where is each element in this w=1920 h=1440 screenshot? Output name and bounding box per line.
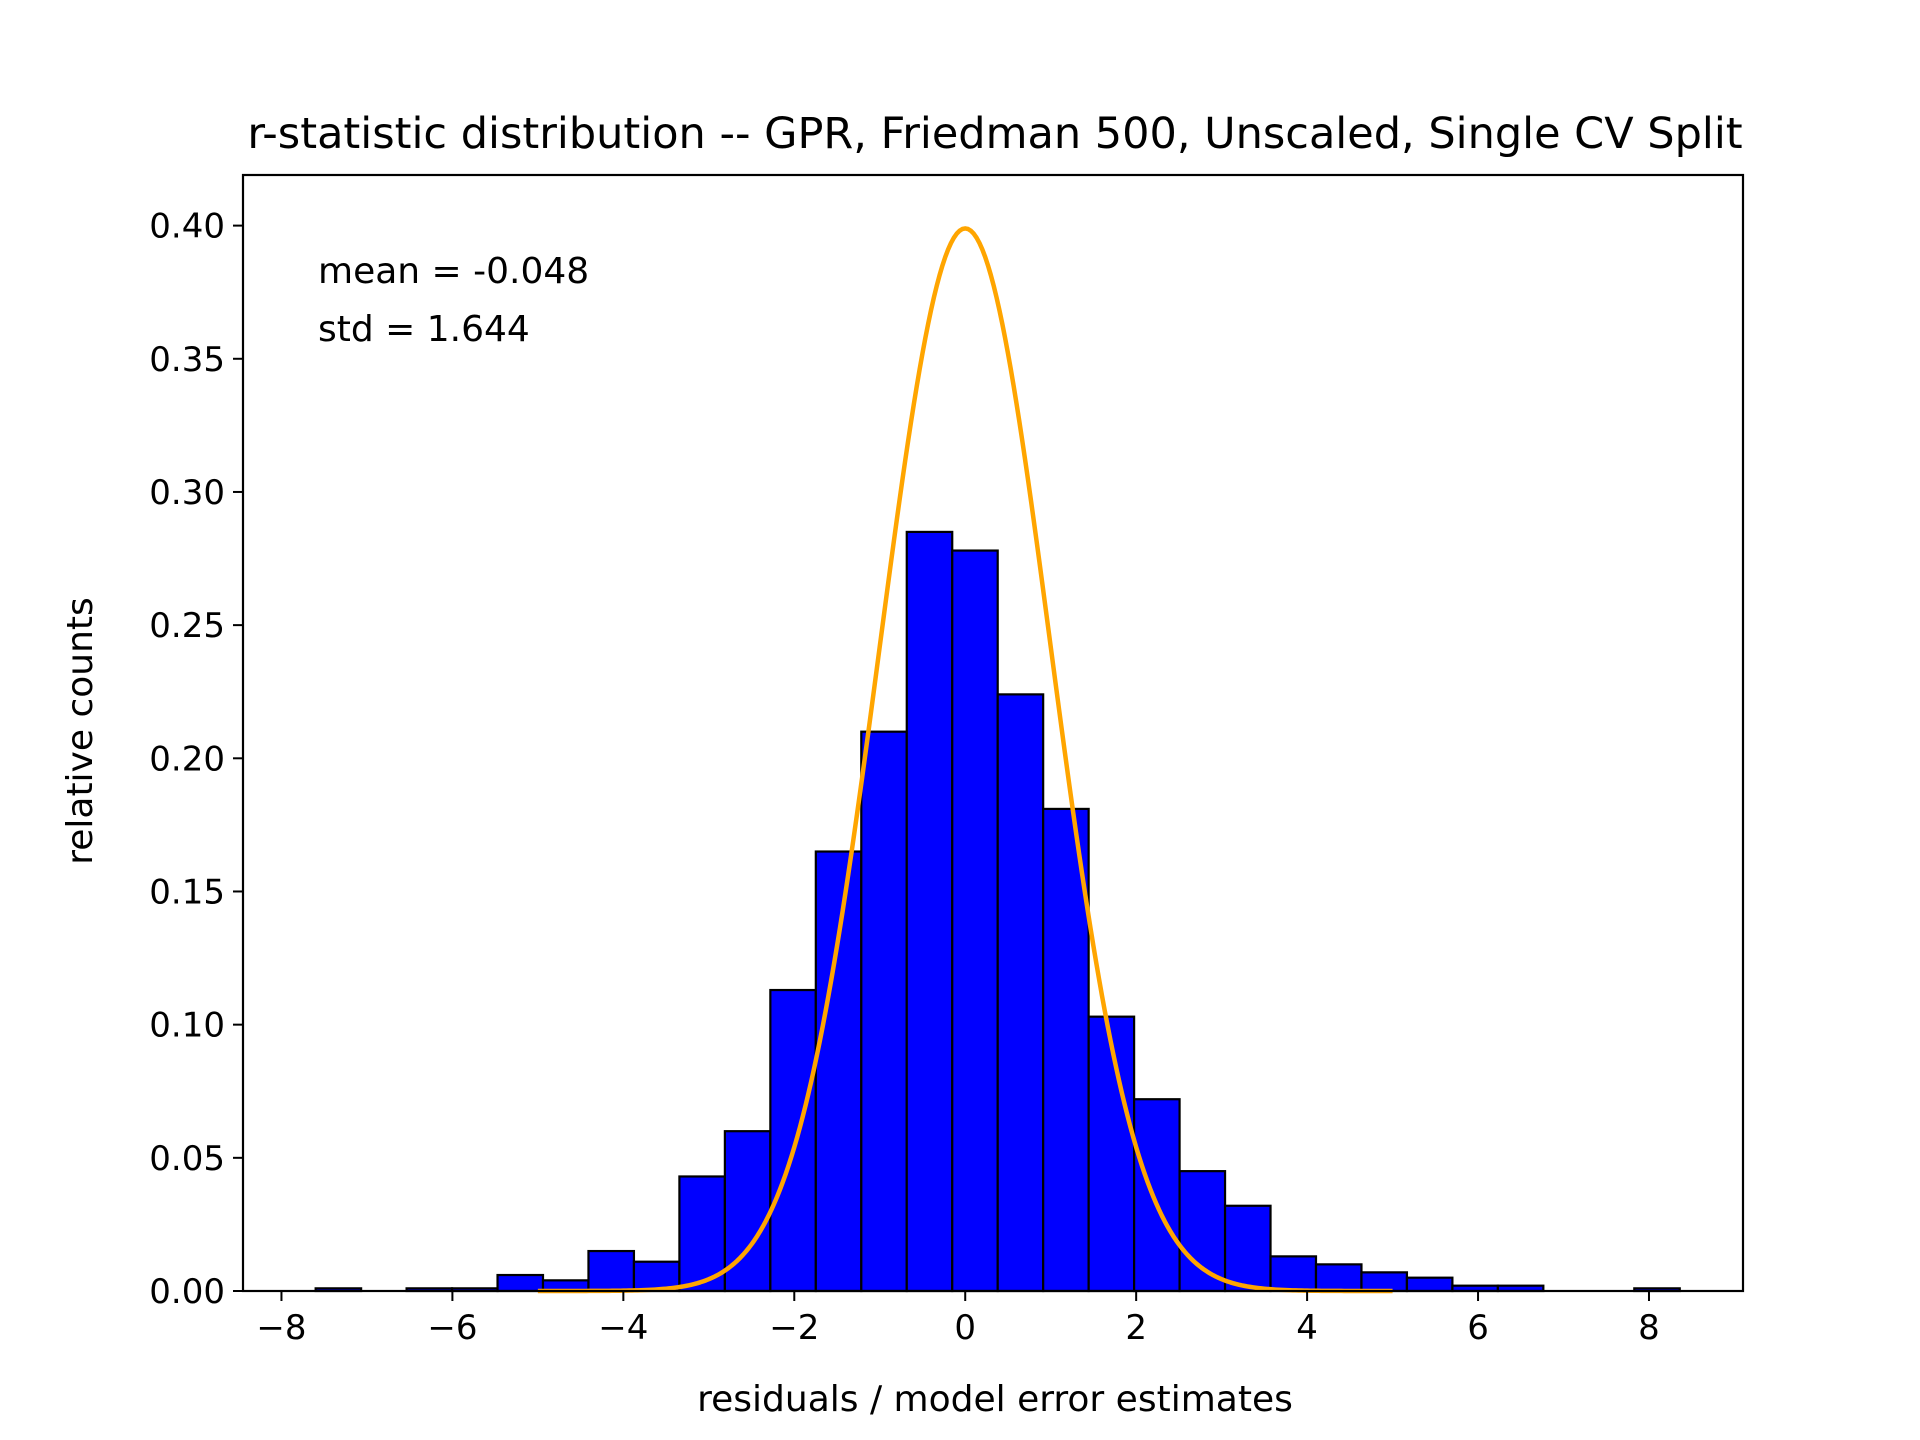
x-axis-ticks: −8 −6 −4 −2 0 2 4 6 8 [256,1291,1660,1348]
x-axis-label: residuals / model error estimates [697,1379,1293,1420]
x-tick-label: 4 [1296,1308,1318,1348]
x-tick-label: 6 [1467,1308,1489,1348]
y-tick-label: 0.30 [149,473,225,513]
y-axis-label: relative counts [60,597,101,865]
x-tick-label: 0 [954,1308,976,1348]
histogram-bar [1087,1015,1136,1293]
histogram-bar [1360,1271,1409,1293]
y-tick-label: 0.25 [149,606,225,646]
histogram-bar [1223,1204,1272,1293]
histogram-bar [1269,1255,1318,1293]
histogram-bar [496,1273,545,1293]
histogram-bar [951,549,999,1293]
histogram-bar [769,988,817,1293]
y-tick-label: 0.40 [149,207,225,247]
x-tick-label: −2 [769,1308,819,1348]
annotation-mean: mean = -0.048 [318,251,589,292]
histogram-bar [1314,1263,1363,1293]
histogram-bar [905,530,954,1293]
x-tick-label: −4 [598,1308,648,1348]
annotation-std: std = 1.644 [318,309,530,350]
y-tick-label: 0.00 [149,1272,225,1312]
y-tick-label: 0.05 [149,1139,225,1179]
chart-title: r-statistic distribution -- GPR, Friedma… [247,109,1742,159]
y-tick-label: 0.15 [149,872,225,912]
histogram-bar [1178,1170,1227,1293]
x-tick-label: −8 [256,1308,306,1348]
y-axis-ticks: 0.00 0.05 0.10 0.15 0.20 0.25 0.30 0.35 0.40 [149,207,243,1312]
histogram-bar [814,850,863,1293]
y-tick-label: 0.10 [149,1006,225,1046]
histogram-bar [587,1249,636,1293]
histogram-bar [1133,1098,1181,1293]
histogram-bar [1405,1276,1454,1293]
histogram-bar [996,693,1045,1293]
y-tick-label: 0.20 [149,739,225,779]
x-tick-label: −6 [427,1308,477,1348]
plot-frame [241,173,1745,1293]
histogram-bar [860,730,908,1293]
normal-curve [537,226,1393,1294]
x-tick-label: 8 [1638,1308,1660,1348]
x-tick-label: 2 [1125,1308,1147,1348]
y-tick-label: 0.35 [149,340,225,380]
